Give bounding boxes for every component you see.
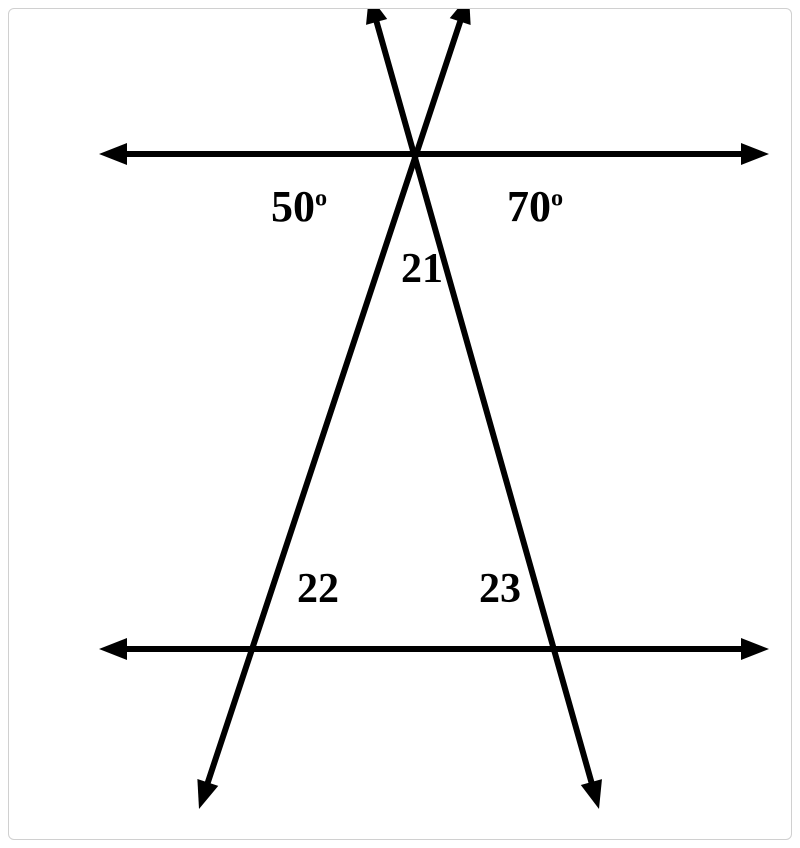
- diagram-frame: 50o 70o 21 22 23: [8, 8, 792, 840]
- geometry-svg: [9, 9, 792, 840]
- angle-label-70deg: 70o: [507, 181, 563, 232]
- angle-label-22: 22: [297, 565, 339, 613]
- angle-label-21: 21: [401, 245, 443, 293]
- angle-label-50deg: 50o: [271, 181, 327, 232]
- angle-label-23: 23: [479, 565, 521, 613]
